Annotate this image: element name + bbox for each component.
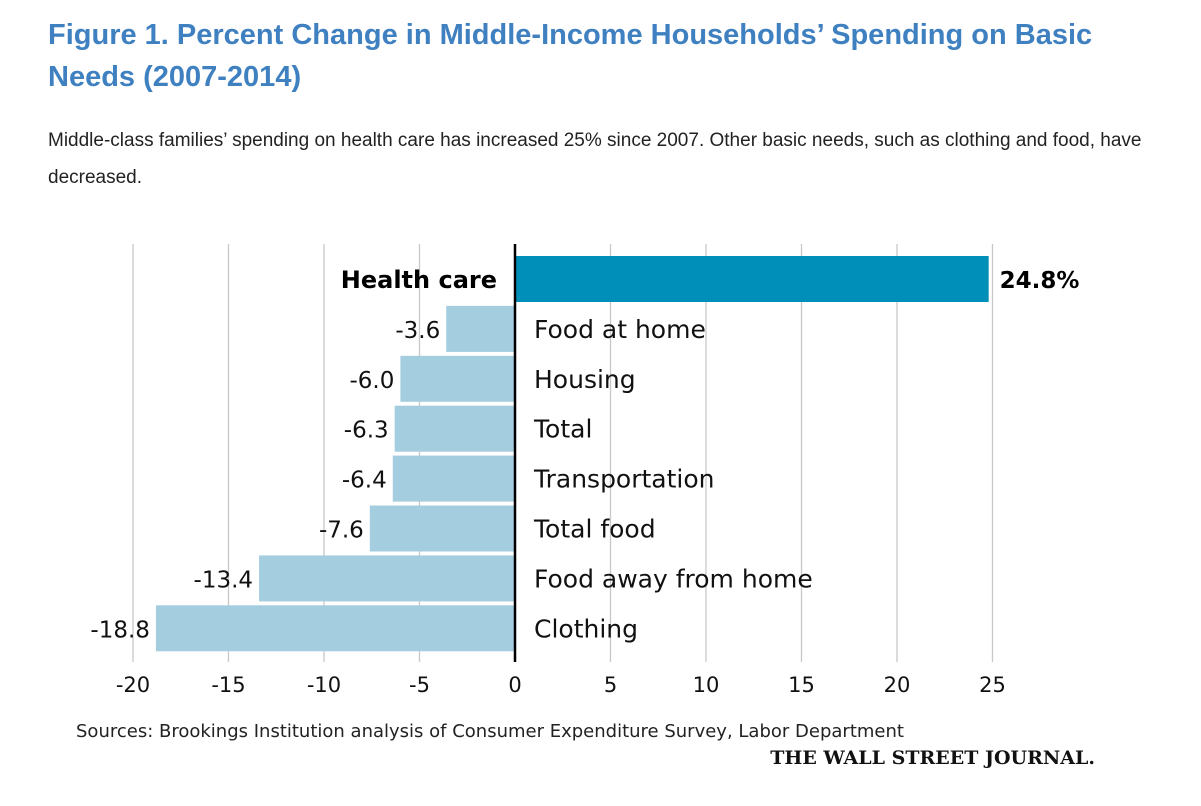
category-label: Clothing: [534, 614, 638, 643]
bar: [392, 455, 515, 502]
x-tick-label: 15: [788, 673, 815, 697]
data-label: -6.0: [350, 368, 395, 394]
category-label: Housing: [534, 365, 636, 394]
data-label: 24.8%: [1000, 268, 1080, 294]
bar: [446, 305, 515, 352]
gridlines: [132, 244, 994, 662]
category-label: Food away from home: [534, 564, 813, 593]
data-label: -6.3: [344, 418, 389, 444]
x-tick-label: 10: [693, 673, 720, 697]
bar: [369, 505, 515, 552]
bar: [155, 605, 516, 652]
bar: [259, 555, 515, 602]
data-label: -13.4: [194, 567, 254, 593]
data-label: -3.6: [395, 318, 440, 344]
category-label: Transportation: [533, 465, 715, 494]
data-label: -6.4: [342, 468, 387, 494]
x-tick-label: -15: [211, 673, 245, 697]
category-label: Food at home: [534, 315, 706, 344]
category-label: Health care: [341, 266, 497, 294]
x-tick-label: -10: [307, 673, 341, 697]
x-tick-label: -20: [116, 673, 150, 697]
category-label: Total: [533, 415, 592, 444]
x-tick-label: 20: [884, 673, 911, 697]
category-label: Total food: [533, 515, 656, 544]
x-tick-label: 25: [979, 673, 1006, 697]
x-tick-label: 5: [604, 673, 617, 697]
figure-title: Figure 1. Percent Change in Middle-Incom…: [48, 19, 1093, 93]
x-tick-label: 0: [508, 673, 521, 697]
bar: [394, 405, 515, 452]
bars: [155, 256, 989, 652]
x-axis-ticks: -20 -15 -10 -5 0 5 10 15 20 25: [116, 673, 1006, 697]
data-label: -18.8: [90, 617, 150, 643]
figure-subtitle: Middle-class families’ spending on healt…: [48, 130, 1142, 188]
bar: [400, 355, 515, 402]
data-label: -7.6: [319, 518, 364, 544]
wsj-credit: THE WALL STREET JOURNAL.: [770, 747, 1095, 769]
bar: [515, 256, 989, 302]
labels: Health care 24.8% Food at home -3.6 Housing -…: [90, 266, 1079, 643]
source-note: Sources: Brookings Institution analysis …: [76, 721, 904, 742]
x-tick-label: -5: [409, 673, 430, 697]
